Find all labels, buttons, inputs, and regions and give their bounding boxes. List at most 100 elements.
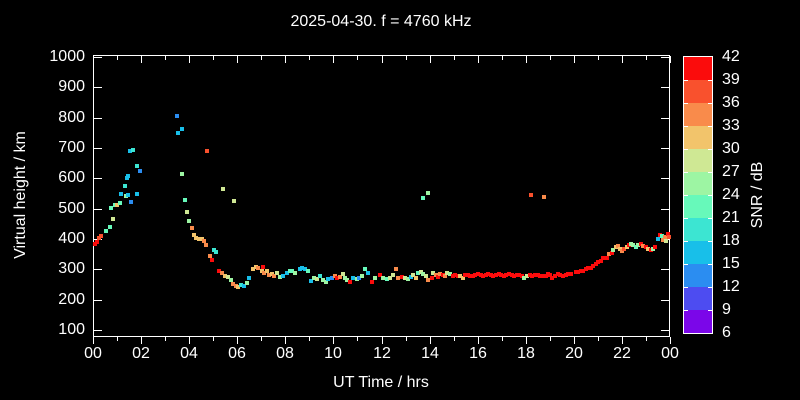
- scatter-point: [473, 273, 477, 277]
- scatter-point: [300, 266, 304, 270]
- scatter-point: [443, 274, 447, 278]
- scatter-point: [499, 273, 503, 277]
- scatter-point: [396, 276, 400, 280]
- scatter-point: [653, 245, 657, 249]
- scatter-point: [176, 131, 180, 135]
- y-tick-label: 1000: [49, 48, 85, 65]
- x-tick-mark-bottom: [237, 337, 238, 344]
- scatter-point: [589, 266, 593, 270]
- scatter-point: [424, 274, 428, 278]
- y-tick-mark-right: [661, 330, 669, 331]
- x-tick-label: 10: [324, 345, 342, 362]
- scatter-point: [601, 256, 605, 260]
- y-tick-mark-left: [94, 269, 102, 270]
- x-tick-mark-top: [430, 56, 431, 63]
- scatter-point: [596, 260, 600, 264]
- x-tick-mark-bottom: [189, 337, 190, 344]
- scatter-point: [321, 278, 325, 282]
- scatter-point: [208, 254, 212, 258]
- colorbar-notch-left: [684, 310, 688, 311]
- scatter-point: [370, 280, 374, 284]
- colorbar-tick-label: 9: [722, 301, 731, 318]
- x-tick-label: 12: [373, 345, 391, 362]
- y-tick-mark-left: [94, 87, 102, 88]
- y-tick-mark-left: [94, 178, 102, 179]
- scatter-point: [335, 276, 339, 280]
- x-tick-label: 00: [661, 345, 679, 362]
- scatter-point: [426, 191, 430, 195]
- scatter-point: [616, 244, 620, 248]
- scatter-point: [631, 243, 635, 247]
- x-tick-mark-top: [406, 56, 407, 60]
- y-tick-mark-left: [94, 57, 102, 58]
- scatter-point: [504, 273, 508, 277]
- scatter-point: [620, 249, 624, 253]
- x-tick-mark-bottom: [357, 337, 358, 341]
- colorbar-segment: [684, 287, 712, 310]
- y-tick-mark-left: [94, 148, 102, 149]
- scatter-point: [131, 148, 135, 152]
- scatter-point: [183, 198, 187, 202]
- colorbar-notch-right: [708, 310, 712, 311]
- x-tick-label: 22: [613, 345, 631, 362]
- scatter-point: [486, 272, 490, 276]
- x-tick-label: 20: [565, 345, 583, 362]
- y-tick-label: 300: [58, 260, 85, 277]
- colorbar-notch-right: [708, 264, 712, 265]
- x-tick-mark-top: [478, 56, 479, 63]
- scatter-point: [330, 276, 334, 280]
- x-tick-mark-bottom: [285, 337, 286, 344]
- x-tick-mark-top: [526, 56, 527, 63]
- x-tick-mark-top: [357, 56, 358, 60]
- scatter-point: [634, 245, 638, 249]
- colorbar-tick-label: 21: [722, 209, 740, 226]
- scatter-point: [223, 274, 227, 278]
- scatter-point: [180, 172, 184, 176]
- scatter-point: [175, 114, 179, 118]
- colorbar-notch-right: [708, 172, 712, 173]
- scatter-point: [378, 273, 382, 277]
- colorbar-segment: [684, 57, 712, 80]
- colorbar-tick-label: 6: [722, 324, 731, 341]
- scatter-point: [416, 271, 420, 275]
- y-tick-mark-left: [94, 330, 102, 331]
- y-tick-mark-right: [661, 209, 669, 210]
- y-tick-label: 900: [58, 78, 85, 95]
- x-tick-mark-bottom: [526, 337, 527, 344]
- scatter-point: [104, 229, 108, 233]
- scatter-point: [99, 234, 103, 238]
- scatter-point: [318, 274, 322, 278]
- scatter-point: [641, 244, 645, 248]
- scatter-point: [586, 266, 590, 270]
- scatter-point: [548, 273, 552, 277]
- scatter-point: [491, 274, 495, 278]
- scatter-point: [231, 282, 235, 286]
- scatter-point: [232, 199, 236, 203]
- x-tick-label: 00: [84, 345, 102, 362]
- x-tick-mark-top: [382, 56, 383, 63]
- scatter-point: [119, 192, 123, 196]
- scatter-point: [461, 276, 465, 280]
- scatter-point: [214, 250, 218, 254]
- scatter-point: [607, 252, 611, 256]
- x-tick-label: 18: [517, 345, 535, 362]
- scatter-point: [373, 276, 377, 280]
- scatter-point: [656, 237, 660, 241]
- scatter-point: [646, 247, 650, 251]
- scatter-point: [202, 239, 206, 243]
- colorbar-segment: [684, 218, 712, 241]
- y-tick-mark-right: [661, 148, 669, 149]
- scatter-point: [529, 193, 533, 197]
- scatter-point: [256, 266, 260, 270]
- scatter-point: [625, 245, 629, 249]
- scatter-point: [351, 276, 355, 280]
- scatter-point: [636, 243, 640, 247]
- scatter-point: [185, 210, 189, 214]
- colorbar-tick-label: 36: [722, 94, 740, 111]
- scatter-point: [409, 275, 413, 279]
- x-tick-mark-bottom: [406, 337, 407, 341]
- y-tick-label: 200: [58, 291, 85, 308]
- scatter-point: [326, 277, 330, 281]
- colorbar-segment: [684, 103, 712, 126]
- scatter-point: [542, 195, 546, 199]
